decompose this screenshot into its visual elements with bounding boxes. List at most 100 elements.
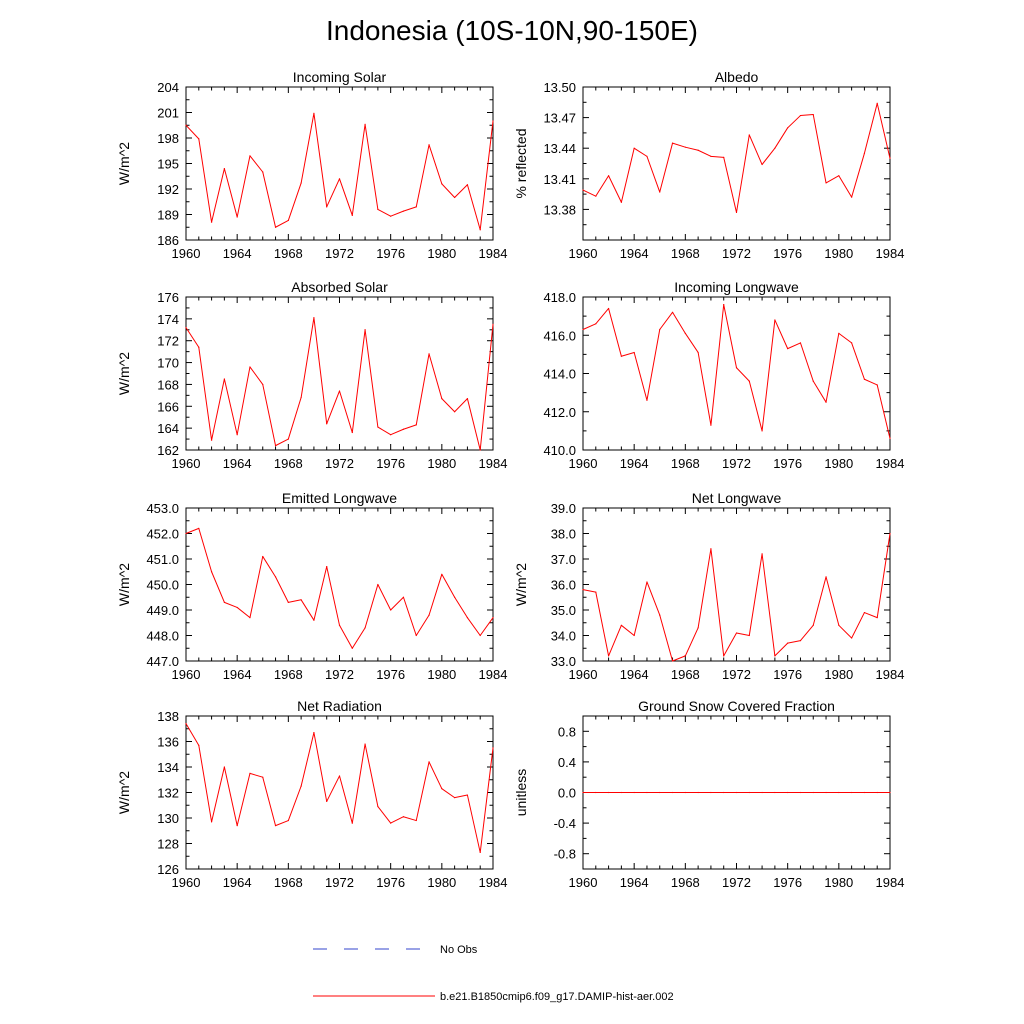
data-point <box>351 214 353 216</box>
data-point <box>300 396 302 399</box>
plot-frame <box>582 86 891 241</box>
x-tick-label: 1980 <box>427 667 456 682</box>
plot-frame <box>185 296 494 451</box>
data-point <box>774 319 776 321</box>
data-point <box>838 624 840 626</box>
data-point <box>313 731 315 734</box>
x-tick-label: 1980 <box>427 456 456 471</box>
data-point <box>851 196 853 198</box>
y-tick-label: 449.0 <box>146 603 179 618</box>
data-point <box>697 351 699 354</box>
data-point <box>274 226 277 228</box>
panel-7: 1960 1964 1968 1972 1976 1980 1984 126 128 130 132… <box>116 698 507 890</box>
y-tick-label: 138 <box>157 709 179 724</box>
x-tick-label: 1968 <box>671 246 700 261</box>
data-point <box>735 632 738 634</box>
data-point <box>402 596 405 598</box>
data-point <box>595 791 597 794</box>
x-tick-label: 1976 <box>773 667 802 682</box>
data-point <box>377 426 379 428</box>
data-point <box>466 617 469 619</box>
data-point <box>236 606 238 609</box>
data-point <box>326 206 328 208</box>
y-tick-label: 37.0 <box>551 552 576 567</box>
x-tick-label: 1972 <box>325 667 354 682</box>
y-tick-label: 162 <box>157 443 179 458</box>
data-point <box>812 380 814 382</box>
data-point <box>620 624 622 626</box>
data-point <box>300 599 302 601</box>
x-tick-label: 1964 <box>620 875 649 890</box>
data-point <box>697 791 699 794</box>
data-point <box>274 825 277 827</box>
data-point <box>620 355 622 357</box>
x-tick-label: 1984 <box>876 246 905 261</box>
data-point <box>185 124 187 126</box>
data-point <box>735 211 738 214</box>
panel-4: 1960 1964 1968 1972 1976 1980 1984 410.0 412.0 41… <box>543 279 904 471</box>
data-point <box>812 113 814 116</box>
y-tick-label: -0.4 <box>554 816 576 831</box>
data-point <box>825 401 827 403</box>
x-tick-label: 1984 <box>479 246 508 261</box>
data-point <box>748 634 750 637</box>
data-point <box>735 791 738 794</box>
data-point <box>595 323 597 325</box>
data-point <box>876 384 878 386</box>
data-point <box>876 617 878 619</box>
y-tick-label: 126 <box>157 862 179 877</box>
data-point <box>249 772 251 774</box>
data-point <box>633 634 635 637</box>
data-point <box>646 399 648 401</box>
x-tick-label: 1976 <box>773 875 802 890</box>
y-tick-label: 186 <box>157 233 179 248</box>
y-tick-label: 39.0 <box>551 501 576 516</box>
x-tick-label: 1980 <box>824 875 853 890</box>
data-point <box>671 791 674 794</box>
data-point <box>479 449 481 451</box>
data-point <box>287 219 289 222</box>
data-point <box>390 215 392 217</box>
data-point <box>876 102 878 104</box>
series-line-1 <box>185 317 494 451</box>
data-point <box>799 791 802 794</box>
data-point <box>479 851 481 854</box>
y-tick-label: 13.50 <box>543 80 576 95</box>
y-tick-label: -0.8 <box>554 847 576 862</box>
data-point <box>300 182 302 184</box>
data-point <box>582 328 584 331</box>
data-point <box>210 439 213 441</box>
data-point <box>863 611 866 614</box>
data-point <box>607 307 610 310</box>
data-point <box>710 424 712 426</box>
data-point <box>659 191 661 193</box>
data-point <box>466 398 469 400</box>
data-point <box>415 206 417 208</box>
data-point <box>313 317 315 319</box>
plot-frame <box>185 86 494 241</box>
data-point <box>684 146 686 148</box>
x-tick-label: 1980 <box>824 246 853 261</box>
x-tick-label: 1968 <box>671 875 700 890</box>
y-tick-label: 13.47 <box>543 111 576 126</box>
x-tick-label: 1960 <box>569 456 598 471</box>
data-point <box>262 555 264 558</box>
data-point <box>492 747 494 749</box>
x-tick-label: 1968 <box>274 667 303 682</box>
data-point <box>454 196 456 199</box>
data-point <box>479 634 481 637</box>
panel-title: Ground Snow Covered Fraction <box>638 698 835 714</box>
data-point <box>313 619 315 621</box>
data-point <box>262 383 264 386</box>
data-point <box>851 637 853 639</box>
legend-model-label: b.e21.B1850cmip6.f09_g17.DAMIP-hist-aer.… <box>440 991 674 1003</box>
data-point <box>761 791 763 794</box>
data-point <box>198 744 200 746</box>
data-point <box>390 609 392 611</box>
data-point <box>659 791 661 794</box>
panel-5: 1960 1964 1968 1972 1976 1980 1984 447.0 448.0 44… <box>116 490 507 682</box>
panel-title: Net Radiation <box>297 698 382 714</box>
data-point <box>415 634 417 637</box>
data-point <box>851 791 853 794</box>
x-tick-label: 1964 <box>223 456 252 471</box>
